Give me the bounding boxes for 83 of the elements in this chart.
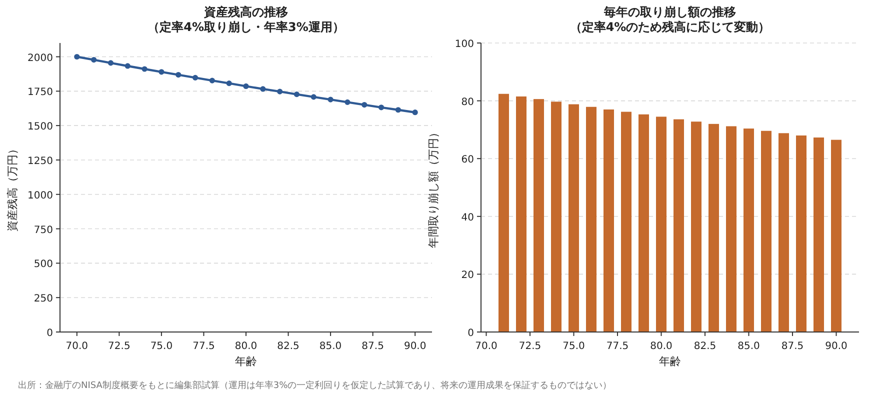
bar <box>568 104 579 332</box>
x-tick-label: 80.0 <box>650 341 672 352</box>
y-tick-label: 40 <box>461 212 474 224</box>
chart-title: 毎年の取り崩し額の推移 <box>603 5 736 19</box>
bar <box>831 140 842 332</box>
text: 出所：金融庁のNISA制度概要をもとに編集部試算（運用は年率3%の一定利回りを仮定した試算であり、将来の運用成果を保証するものではない） <box>18 380 612 391</box>
point <box>124 63 130 69</box>
bar <box>534 99 544 332</box>
bar <box>761 130 772 332</box>
point <box>192 74 198 80</box>
point <box>378 104 384 110</box>
chart-title: 資産残高の推移 <box>203 5 288 19</box>
bar <box>778 133 789 332</box>
y-tick-label: 80 <box>461 96 474 108</box>
x-tick-label: 77.5 <box>192 341 215 352</box>
x-tick-label: 77.5 <box>606 341 629 352</box>
y-tick-label: 250 <box>34 294 53 305</box>
bar <box>516 96 526 332</box>
bar <box>744 128 754 332</box>
point <box>412 110 418 116</box>
x-tick-label: 75.0 <box>150 341 173 352</box>
y-tick-label: 1500 <box>28 122 53 133</box>
bar <box>498 94 509 332</box>
bar <box>708 124 719 332</box>
chart-subtitle: （定率4%取り崩し・年率3%運用） <box>148 20 344 34</box>
y-tick-label: 500 <box>34 259 53 270</box>
point <box>294 92 300 98</box>
point <box>226 80 232 86</box>
y-tick-label: 60 <box>461 154 474 166</box>
x-tick-label: 72.5 <box>108 341 130 352</box>
y-axis-title: 年間取り崩し額（万円） <box>427 127 440 248</box>
y-tick-label: 100 <box>454 39 474 50</box>
y-tick-label: 0 <box>46 328 53 339</box>
x-tick-label: 72.5 <box>518 341 542 352</box>
point <box>260 86 266 92</box>
point <box>91 56 97 63</box>
y-tick-label: 20 <box>461 270 474 282</box>
bar <box>638 114 649 332</box>
bar <box>796 135 806 332</box>
point <box>344 99 350 105</box>
x-tick-label: 70.0 <box>66 341 88 352</box>
x-tick-label: 80.0 <box>234 341 258 352</box>
x-axis-title: 年齢 <box>659 355 681 368</box>
x-tick-label: 85.0 <box>738 341 760 352</box>
x-tick-label: 85.0 <box>319 341 342 352</box>
bar <box>604 109 614 332</box>
x-tick-label: 70.0 <box>475 341 498 352</box>
x-tick-label: 90.0 <box>404 341 426 352</box>
point <box>243 83 249 90</box>
point <box>176 72 182 78</box>
bar <box>586 106 596 332</box>
x-tick-label: 82.5 <box>277 341 300 352</box>
x-tick-label: 75.0 <box>562 341 585 352</box>
point <box>108 60 114 66</box>
bar <box>726 126 736 332</box>
y-tick-label: 750 <box>34 224 53 236</box>
x-tick-label: 90.0 <box>825 341 848 352</box>
bar <box>656 116 666 332</box>
point <box>362 102 368 108</box>
y-tick-label: 2000 <box>28 52 53 64</box>
chart-subtitle: （定率4%のため残高に応じて変動） <box>570 20 770 34</box>
x-tick-label: 87.5 <box>781 341 804 352</box>
x-tick-label: 82.5 <box>694 341 716 352</box>
bar <box>814 138 824 332</box>
y-tick-label: 1250 <box>28 156 53 167</box>
point <box>209 78 215 84</box>
point <box>142 66 148 72</box>
point <box>74 54 80 60</box>
point <box>158 69 164 75</box>
y-tick-label: 0 <box>468 328 474 339</box>
bar <box>621 112 632 332</box>
y-axis-title: 資産残高（万円） <box>6 144 19 232</box>
x-tick-label: 87.5 <box>362 341 384 352</box>
point <box>277 88 283 94</box>
point <box>310 94 316 100</box>
point <box>395 107 401 113</box>
bar <box>691 122 702 332</box>
bar <box>551 102 562 332</box>
point <box>328 96 334 102</box>
x-axis-title: 年齢 <box>235 355 257 368</box>
y-tick-label: 1750 <box>28 87 53 98</box>
bar <box>674 119 684 332</box>
y-tick-label: 1000 <box>28 190 53 202</box>
